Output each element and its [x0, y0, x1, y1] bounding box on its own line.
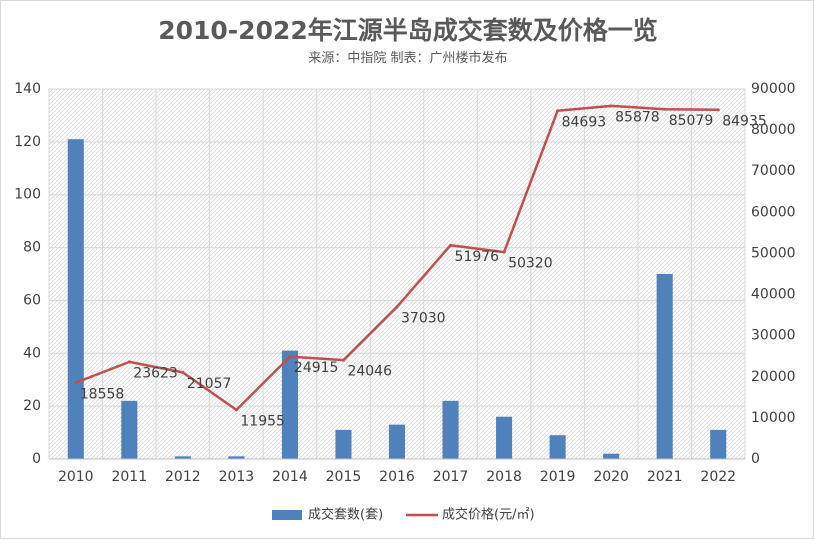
- price-point-2016: [395, 305, 399, 309]
- x-tick-2018: 2018: [486, 469, 522, 485]
- price-point-2015: [341, 358, 345, 362]
- x-tick-2017: 2017: [433, 469, 469, 485]
- price-label-2020: 85878: [615, 110, 660, 126]
- price-label-2022: 84935: [722, 113, 767, 129]
- bar-2015: [335, 429, 352, 459]
- price-point-2020: [609, 104, 613, 108]
- price-label-2016: 37030: [401, 310, 446, 326]
- price-point-2014: [288, 355, 292, 359]
- y-right-tick: 0: [751, 451, 760, 467]
- x-tick-2015: 2015: [326, 469, 362, 485]
- y-left-tick: 20: [23, 398, 41, 414]
- price-label-2019: 84693: [562, 114, 607, 130]
- price-point-2017: [449, 243, 453, 247]
- price-label-2014: 24915: [294, 360, 339, 376]
- y-right-tick: 70000: [751, 163, 796, 179]
- x-tick-2013: 2013: [219, 469, 255, 485]
- price-label-2018: 50320: [508, 256, 553, 272]
- price-point-2013: [234, 408, 238, 412]
- price-point-2018: [502, 250, 506, 254]
- bar-2016: [388, 424, 406, 459]
- y-left-tick: 80: [23, 240, 41, 256]
- y-left-tick: 0: [32, 451, 41, 467]
- x-tick-2022: 2022: [700, 469, 736, 485]
- price-point-2011: [127, 360, 131, 364]
- x-tick-2014: 2014: [272, 469, 308, 485]
- bar-2018: [496, 416, 513, 459]
- price-point-2019: [556, 109, 560, 113]
- x-tick-2016: 2016: [379, 469, 415, 485]
- bar-2011: [121, 400, 138, 459]
- price-label-2021: 85079: [669, 113, 714, 129]
- legend-swatch-bar: [272, 510, 302, 520]
- price-label-2015: 24046: [347, 364, 392, 380]
- bar-2012: [174, 456, 191, 459]
- price-label-2017: 51976: [455, 249, 500, 265]
- bar-2019: [549, 435, 566, 459]
- bar-2013: [228, 456, 245, 459]
- x-tick-2020: 2020: [593, 469, 629, 485]
- plot-area: [49, 89, 745, 459]
- y-left-tick: 100: [14, 187, 41, 203]
- chart-title: 2010-2022年江源半岛成交套数及价格一览: [158, 16, 658, 45]
- bar-2020: [603, 453, 620, 459]
- y-right-tick: 30000: [751, 328, 796, 344]
- price-label-2012: 21057: [187, 376, 232, 392]
- price-label-2010: 18558: [80, 386, 125, 402]
- y-right-tick: 60000: [751, 204, 796, 220]
- x-tick-2010: 2010: [58, 469, 94, 485]
- legend-label-line: 成交价格(元/㎡): [442, 507, 535, 523]
- price-point-2012: [181, 370, 185, 374]
- bar-2010: [67, 139, 84, 459]
- bar-2021: [656, 274, 673, 459]
- x-tick-2012: 2012: [165, 469, 201, 485]
- price-label-2011: 23623: [133, 365, 178, 381]
- x-tick-2021: 2021: [647, 469, 683, 485]
- y-right-tick: 80000: [751, 122, 796, 138]
- price-point-2021: [663, 107, 667, 111]
- bar-2017: [442, 400, 459, 459]
- y-right-tick: 20000: [751, 369, 796, 385]
- y-right-tick: 10000: [751, 410, 796, 426]
- chart-subtitle: 来源：中指院 制表：广州楼市发布: [308, 51, 508, 66]
- price-point-2022: [716, 108, 720, 112]
- y-left-tick: 40: [23, 345, 41, 361]
- y-right-tick: 50000: [751, 245, 796, 261]
- x-tick-2019: 2019: [540, 469, 576, 485]
- y-right-tick: 90000: [751, 81, 796, 97]
- y-left-tick: 120: [14, 134, 41, 150]
- bar-2014: [281, 350, 298, 459]
- y-right-tick: 40000: [751, 287, 796, 303]
- x-tick-2011: 2011: [111, 469, 147, 485]
- y-left-tick: 60: [23, 292, 41, 308]
- bar-2022: [710, 429, 727, 459]
- price-point-2010: [74, 381, 78, 385]
- price-label-2013: 11955: [240, 413, 285, 429]
- y-left-tick: 140: [14, 81, 41, 97]
- legend-label-bar: 成交套数(套): [308, 507, 383, 523]
